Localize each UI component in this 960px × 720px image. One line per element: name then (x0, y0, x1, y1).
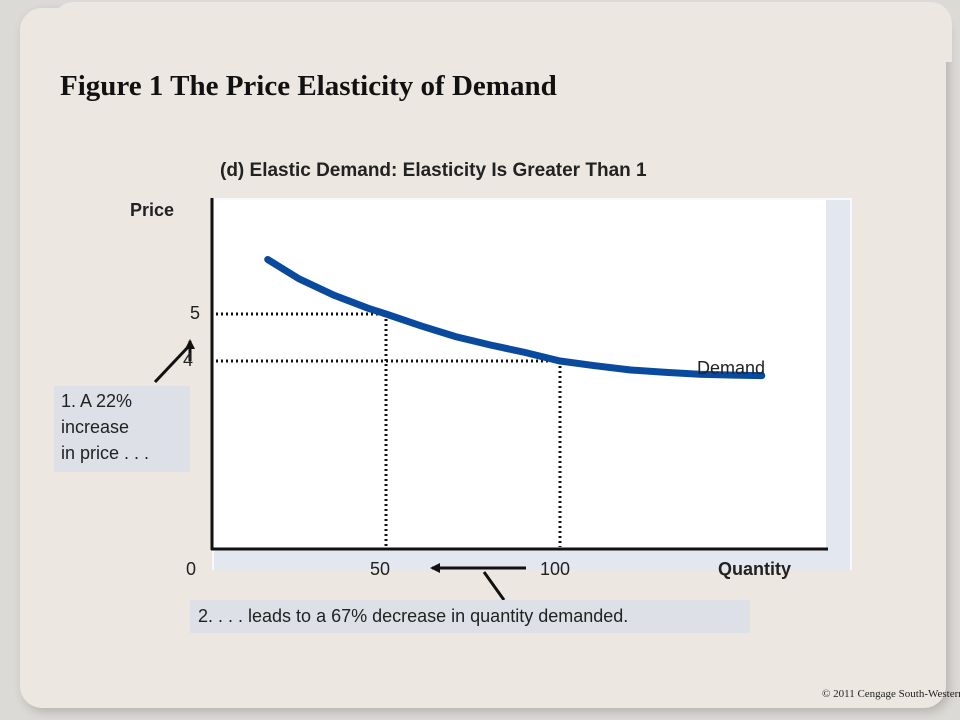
plot-shadow-bottom (214, 550, 850, 570)
x-tick-label-50: 50 (370, 559, 391, 579)
price-change-note-line-3: in price . . . (61, 443, 150, 463)
copyright-notice: © 2011 Cengage South-Western (822, 688, 960, 700)
y-axis-label: Price (130, 200, 175, 220)
origin-label: 0 (186, 559, 197, 579)
y-tick-label-4: 4 (183, 350, 194, 370)
figure-title: Figure 1 The Price Elasticity of Demand (60, 70, 557, 102)
quantity-decrease-leader (482, 571, 506, 601)
guide-lines (216, 312, 562, 547)
quantity-change-note: 2. . . . leads to a 67% decrease in quan… (190, 600, 750, 633)
demand-curve (264, 256, 766, 380)
slide-card-tab (52, 2, 952, 62)
demand-curve-label: Demand (697, 358, 766, 378)
chart-title: (d) Elastic Demand: Elasticity Is Greate… (220, 160, 647, 181)
x-axis-label: Quantity (718, 559, 792, 579)
price-change-note: 1. A 22% increase in price . . . (54, 386, 190, 472)
price-change-note-line-2: increase (61, 417, 130, 437)
price-increase-arrow (153, 344, 191, 384)
plot-shadow-right (826, 200, 850, 570)
x-tick-label-100: 100 (540, 559, 571, 579)
price-change-note-line-1: 1. A 22% (61, 391, 133, 411)
y-tick-label-5: 5 (190, 303, 201, 323)
